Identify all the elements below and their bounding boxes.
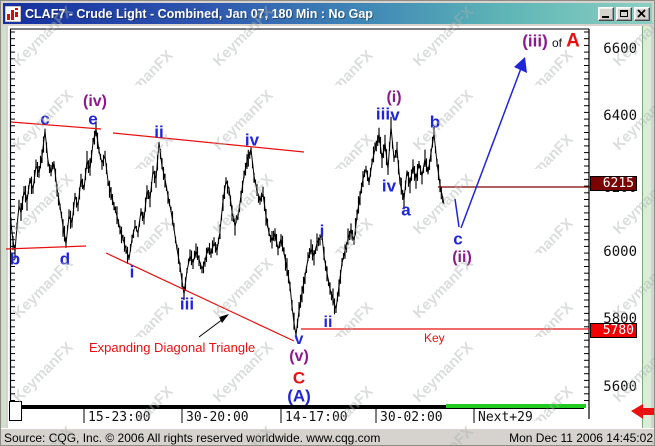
scroll-left-arrow[interactable] bbox=[631, 404, 655, 419]
wave-label: (ii) bbox=[452, 249, 472, 266]
wave-label: v bbox=[294, 331, 304, 348]
wave-label: of bbox=[551, 36, 563, 50]
chart-annotation-text: Key bbox=[424, 331, 445, 345]
minimize-icon bbox=[602, 15, 609, 18]
window-title: CLAF7 - Crude Light - Combined, Jan 07, … bbox=[25, 6, 373, 21]
price-axis-label: 5600 bbox=[603, 379, 637, 395]
maximize-button[interactable] bbox=[616, 6, 632, 21]
time-axis-label: 30-02:00 bbox=[380, 410, 443, 425]
app-icon bbox=[5, 5, 21, 22]
price-axis-label: 6600 bbox=[603, 41, 637, 57]
wave-label: (iii) bbox=[522, 31, 548, 51]
wave-label: c bbox=[40, 109, 50, 129]
wave-label: a bbox=[401, 200, 411, 220]
close-button[interactable] bbox=[634, 6, 650, 21]
wave-label: iv bbox=[244, 130, 260, 150]
wave-label: i bbox=[319, 221, 325, 241]
status-bar: Source: CQG, Inc. © 2006 All rights rese… bbox=[1, 428, 654, 445]
wave-label: b bbox=[9, 249, 21, 269]
scrollbar-future-segment bbox=[446, 404, 586, 408]
price-flag: 5780 bbox=[590, 323, 637, 338]
time-axis-label: 15-23:00 bbox=[88, 410, 151, 425]
wave-label: iii bbox=[179, 294, 195, 314]
wave-label: d bbox=[59, 249, 71, 269]
price-flag: 6215 bbox=[590, 176, 637, 191]
wave-label: ii bbox=[154, 122, 164, 142]
maximize-icon bbox=[620, 9, 628, 17]
wave-label: b bbox=[429, 112, 441, 132]
wave-label: iii bbox=[375, 104, 391, 124]
wave-label: ii bbox=[323, 314, 333, 331]
wave-label: (i) bbox=[386, 89, 402, 106]
time-axis-label: 30-20:00 bbox=[186, 410, 249, 425]
wave-label: A bbox=[566, 30, 580, 52]
scrollbar-thumb[interactable] bbox=[9, 401, 22, 421]
price-axis-label: 6400 bbox=[603, 108, 637, 124]
clock-text: Mon Dec 11 2006 14:45:02 bbox=[509, 431, 653, 445]
wave-label: c bbox=[453, 229, 463, 249]
wave-label: C bbox=[292, 368, 306, 388]
wave-label: iv bbox=[381, 176, 397, 196]
wave-label: v bbox=[390, 105, 400, 125]
wave-label: i bbox=[129, 262, 135, 282]
price-axis-label: 6000 bbox=[603, 244, 637, 260]
time-axis-label: 14-17:00 bbox=[285, 410, 348, 425]
time-axis-label: Next+29 bbox=[478, 410, 533, 425]
wave-label: (v) bbox=[289, 348, 309, 365]
minimize-button[interactable] bbox=[598, 6, 614, 21]
title-bar[interactable]: CLAF7 - Crude Light - Combined, Jan 07, … bbox=[3, 3, 652, 24]
window-controls bbox=[596, 6, 650, 21]
copyright-text: Source: CQG, Inc. © 2006 All rights rese… bbox=[4, 431, 381, 445]
wave-label: (iv) bbox=[83, 93, 107, 110]
close-icon bbox=[637, 8, 646, 18]
wave-label: (A) bbox=[287, 386, 311, 406]
chart-annotation-text: Expanding Diagonal Triangle bbox=[89, 340, 256, 355]
wave-label: e bbox=[88, 109, 98, 129]
